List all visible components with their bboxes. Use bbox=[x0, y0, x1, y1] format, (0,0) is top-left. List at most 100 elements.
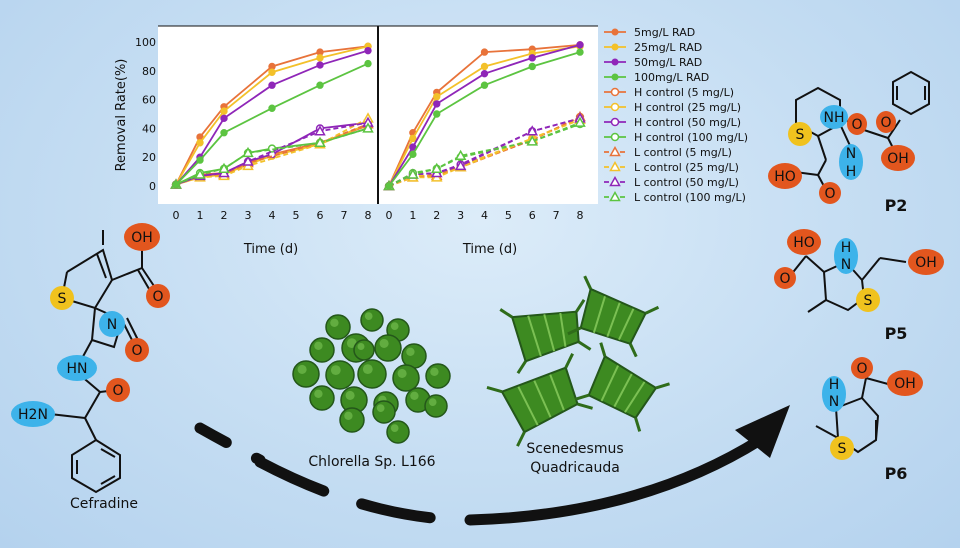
scenedesmus-colony bbox=[486, 353, 593, 447]
x-tick-label: 2 bbox=[433, 209, 440, 222]
scenedesmus-label-line2: Quadricauda bbox=[530, 460, 620, 476]
atom-label-oh: OH bbox=[894, 376, 916, 392]
series-line bbox=[388, 117, 581, 187]
oxygen-atom bbox=[124, 223, 160, 251]
series-line bbox=[388, 51, 581, 187]
series-line bbox=[388, 118, 581, 187]
x-tick-label: 3 bbox=[245, 209, 252, 222]
sulfur-atom bbox=[856, 288, 880, 312]
x-tick-label: 0 bbox=[386, 209, 393, 222]
x-tick-label: 6 bbox=[317, 209, 324, 222]
atom-label-oh: OH bbox=[915, 255, 937, 271]
chlorella-cell bbox=[374, 334, 402, 362]
sulfur-atom bbox=[830, 436, 854, 460]
chart-series bbox=[170, 41, 586, 191]
process-arrow bbox=[194, 405, 790, 526]
x-tick-label: 0 bbox=[173, 209, 180, 222]
oxygen-atom bbox=[881, 145, 915, 171]
scenedesmus-colony bbox=[499, 298, 592, 374]
chlorella-cell bbox=[360, 308, 384, 332]
nitrogen-atom bbox=[99, 311, 125, 337]
y-tick-label: 40 bbox=[142, 122, 156, 135]
atom-label-h: H bbox=[846, 164, 857, 180]
atom-label-s: S bbox=[864, 293, 873, 309]
data-point bbox=[218, 162, 230, 173]
data-point bbox=[409, 143, 417, 151]
atom-label-n: N bbox=[829, 394, 839, 410]
data-point bbox=[454, 149, 467, 161]
series-line bbox=[175, 62, 369, 186]
p2-label: P2 bbox=[885, 196, 908, 215]
chlorella-highlight bbox=[410, 391, 419, 400]
series-line bbox=[388, 43, 581, 187]
chlorella-highlight bbox=[406, 347, 415, 356]
legend-marker bbox=[610, 132, 620, 142]
x-tick-label: 4 bbox=[481, 209, 488, 222]
legend-marker bbox=[611, 58, 619, 66]
data-point bbox=[430, 162, 443, 173]
chlorella-highlight bbox=[357, 343, 365, 350]
data-point bbox=[196, 156, 204, 164]
chlorella-highlight bbox=[362, 364, 373, 374]
p6-label: P6 bbox=[885, 464, 908, 483]
chlorella-cell bbox=[353, 339, 375, 361]
data-point bbox=[433, 93, 441, 101]
data-point bbox=[362, 122, 374, 133]
data-point bbox=[480, 62, 489, 71]
data-point bbox=[172, 180, 180, 189]
p5-label: P5 bbox=[885, 324, 908, 343]
data-point bbox=[528, 54, 536, 62]
nitrogen-atom bbox=[820, 105, 848, 129]
legend-marker bbox=[610, 102, 620, 112]
oxygen-atom bbox=[851, 357, 873, 379]
data-point bbox=[316, 61, 324, 69]
x-tick-label: 4 bbox=[269, 209, 276, 222]
nitrogen-atom bbox=[822, 376, 846, 412]
data-point bbox=[574, 116, 586, 127]
oxygen-atom bbox=[887, 370, 923, 396]
chart-axes bbox=[158, 25, 598, 204]
series-line bbox=[175, 127, 369, 186]
x-axis-title-left: Time (d) bbox=[243, 242, 298, 257]
data-point bbox=[433, 100, 441, 108]
chlorella-highlight bbox=[379, 338, 389, 349]
atom-label-h: H bbox=[829, 377, 840, 393]
atom-label-oh: OH bbox=[887, 151, 909, 167]
y-tick-label: 80 bbox=[142, 65, 156, 78]
data-point bbox=[364, 59, 372, 68]
p5-atoms: HO O H N S OH bbox=[774, 229, 944, 312]
chlorella-highlight bbox=[330, 318, 339, 327]
atom-label-hn: HN bbox=[67, 361, 88, 377]
atom-label-ho: HO bbox=[774, 169, 796, 185]
atom-label-nh: NH bbox=[824, 110, 845, 126]
atom-label-o: O bbox=[880, 115, 891, 131]
chlorella-cell bbox=[386, 420, 410, 444]
x-tick-label: 5 bbox=[293, 209, 300, 222]
oxygen-atom bbox=[774, 267, 796, 289]
oxygen-atom bbox=[125, 338, 149, 362]
chlorella-cell bbox=[357, 359, 387, 389]
legend-marker bbox=[609, 160, 621, 172]
data-point bbox=[409, 134, 417, 143]
data-point bbox=[314, 136, 326, 148]
legend-entry: L control (50 mg/L) bbox=[634, 176, 739, 189]
cefradine-label: Cefradine bbox=[70, 496, 138, 512]
atom-label-s: S bbox=[58, 291, 67, 307]
legend-entry: H control (5 mg/L) bbox=[634, 86, 734, 99]
atom-label-n: N bbox=[846, 146, 856, 162]
nitrogen-atom bbox=[834, 238, 858, 274]
atom-label-oh: OH bbox=[131, 230, 153, 246]
y-tick-label: 60 bbox=[142, 94, 156, 107]
series-line bbox=[388, 44, 581, 187]
sulfur-atom bbox=[50, 286, 74, 310]
data-point bbox=[433, 110, 441, 118]
series-line bbox=[388, 45, 581, 187]
data-point bbox=[242, 155, 254, 166]
legend-marker bbox=[610, 87, 620, 97]
series-line bbox=[388, 116, 581, 187]
data-point bbox=[480, 69, 489, 78]
chart-legend: 5mg/L RAD 25mg/L RAD 50mg/L RAD 100mg/L RAD… bbox=[604, 26, 748, 204]
legend-entry: H control (100 mg/L) bbox=[634, 131, 748, 144]
scenedesmus-colony bbox=[574, 342, 670, 432]
